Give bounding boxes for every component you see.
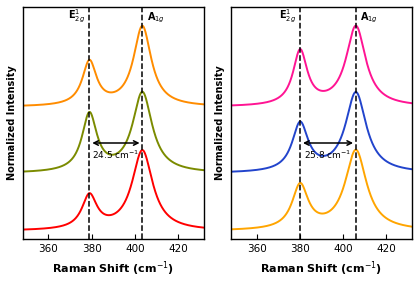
Text: A$_{1g}$: A$_{1g}$ (147, 11, 165, 25)
Text: 25.8 cm$^{-1}$: 25.8 cm$^{-1}$ (305, 148, 352, 161)
Text: E$^1_{2g}$: E$^1_{2g}$ (279, 8, 296, 25)
X-axis label: Raman Shift (cm$^{-1}$): Raman Shift (cm$^{-1}$) (260, 259, 383, 278)
Y-axis label: Normalized Intensity: Normalized Intensity (7, 66, 17, 180)
Y-axis label: Normalized Intensity: Normalized Intensity (215, 66, 225, 180)
Text: A$_{1g}$: A$_{1g}$ (360, 11, 378, 25)
Text: 24.5 cm$^{-1}$: 24.5 cm$^{-1}$ (92, 148, 140, 161)
X-axis label: Raman Shift (cm$^{-1}$): Raman Shift (cm$^{-1}$) (52, 259, 174, 278)
Text: E$^1_{2g}$: E$^1_{2g}$ (68, 8, 85, 25)
